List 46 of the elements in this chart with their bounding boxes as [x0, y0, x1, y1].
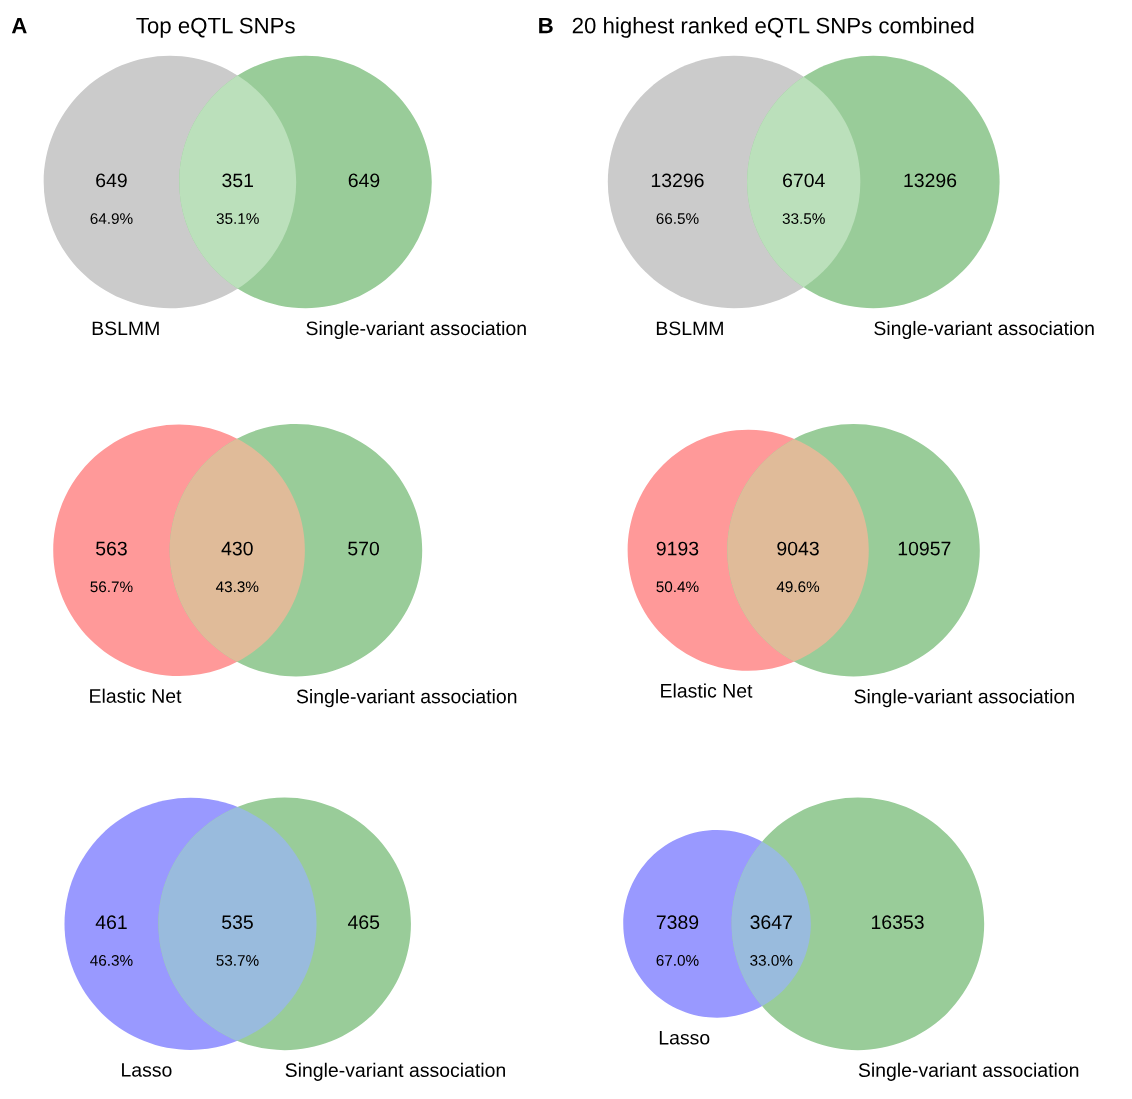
- category-label: Lasso: [659, 1031, 710, 1045]
- category-label: Single-variant association: [285, 1062, 505, 1081]
- text: 35.1%: [216, 213, 259, 225]
- text: 33.5%: [782, 213, 825, 225]
- data-label: 649: [96, 173, 127, 188]
- data-label: 16353: [871, 915, 924, 930]
- category-label: Lasso: [122, 1063, 172, 1077]
- text: A: [11, 17, 27, 34]
- data-label: 6704: [783, 173, 825, 188]
- data-label: 13296: [904, 173, 957, 188]
- data-label: 649: [348, 173, 380, 188]
- category-label: Single-variant association: [854, 689, 1074, 708]
- text: Top eQTL SNPs: [136, 17, 295, 38]
- text: 46.3%: [90, 955, 133, 966]
- text: 67.0%: [656, 955, 699, 966]
- data-label: 535: [222, 915, 253, 930]
- data-label: 430: [221, 541, 253, 556]
- category-label: Elastic Net: [90, 688, 182, 703]
- data-label: 7389: [656, 915, 699, 930]
- text: B: [539, 17, 553, 34]
- category-label: Single-variant association: [874, 320, 1094, 340]
- text: 50.4%: [656, 581, 699, 593]
- text: 66.5%: [656, 213, 699, 225]
- text: 53.7%: [216, 955, 259, 966]
- data-label: 465: [347, 915, 380, 930]
- data-label: 461: [95, 915, 127, 930]
- data-label: 9193: [656, 541, 699, 556]
- text: 43.3%: [215, 581, 259, 593]
- data-label: 3647: [750, 915, 792, 930]
- category-label: Single-variant association: [858, 1062, 1079, 1081]
- text: 20 highest ranked eQTL SNPs combined: [572, 17, 974, 38]
- data-label: 13296: [651, 173, 704, 188]
- data-label: 9043: [777, 541, 819, 556]
- category-label: Elastic Net: [661, 683, 753, 698]
- text: 64.9%: [90, 213, 133, 225]
- category-label: BSLMM: [92, 321, 159, 336]
- text: 33.0%: [750, 955, 793, 966]
- category-label: Single-variant association: [306, 320, 526, 340]
- text: 56.7%: [90, 581, 133, 593]
- data-label: 563: [96, 541, 127, 556]
- text: 49.6%: [776, 581, 820, 593]
- category-label: BSLMM: [656, 321, 723, 336]
- data-label: 10957: [898, 541, 951, 556]
- data-label: 570: [348, 541, 380, 556]
- data-label: 351: [222, 173, 253, 188]
- category-label: Single-variant association: [296, 689, 517, 708]
